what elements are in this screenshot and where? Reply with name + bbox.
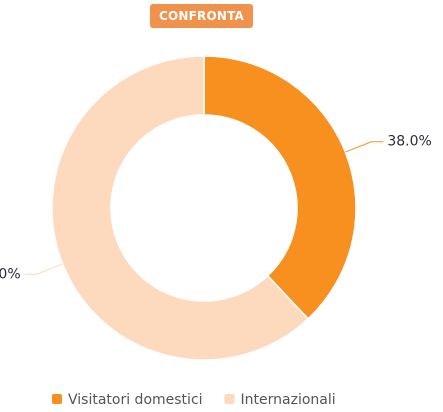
- data-label: 62.0%: [0, 266, 21, 282]
- legend-swatch: [52, 394, 62, 404]
- donut-slice: [203, 55, 357, 320]
- compare-button[interactable]: CONFRONTA: [150, 4, 253, 28]
- donut-slice: [51, 55, 310, 361]
- legend-label: Internazionali: [241, 392, 336, 408]
- leader-line: [24, 263, 63, 275]
- legend-swatch: [224, 394, 235, 404]
- legend-label: Visitatori domestici: [68, 392, 203, 408]
- data-label: 38.0%: [387, 134, 431, 150]
- leader-line: [345, 141, 384, 153]
